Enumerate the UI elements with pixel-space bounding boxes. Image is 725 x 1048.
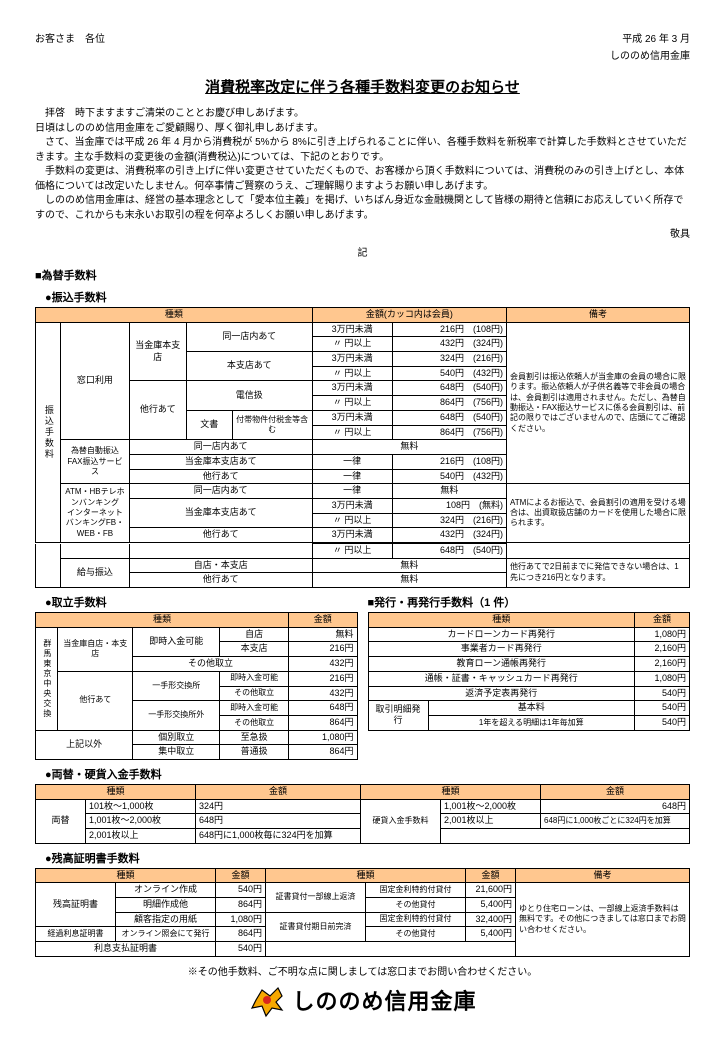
- p4: 手数料の変更は、消費税率の引き上げに伴い変更させていただくもので、お客様から頂く…: [35, 165, 690, 194]
- logo-row: しののめ信用金庫: [35, 982, 690, 1018]
- table-row: 振込手数料 窓口利用 当金庫本支店 同一店内あて 3万円未満 216円 (108…: [36, 322, 690, 337]
- page-title: 消費税率改定に伴う各種手数料変更のお知らせ: [35, 76, 690, 97]
- window-label: 窓口利用: [61, 322, 130, 440]
- logo-icon: [248, 982, 286, 1018]
- p2: 日頃はしののめ信用金庫をご愛顧賜り、厚く御礼申しあげます。: [35, 122, 690, 137]
- ki: 記: [35, 244, 690, 259]
- transfer-fee-table: 種類 金額(カッコ内は会員) 備考 振込手数料 窓口利用 当金庫本支店 同一店内…: [35, 307, 690, 543]
- th-type: 種類: [36, 308, 313, 323]
- table-row: 〃 円以上648円 (540円): [36, 544, 690, 559]
- table-row: 種類 金額(カッコ内は会員) 備考: [36, 308, 690, 323]
- lt3: 3万円未満: [312, 322, 392, 337]
- footer-note: ※その他手数料、ご不明な点に関しましては窓口までお問い合わせください。: [35, 963, 690, 978]
- same-branch: 同一店内あて: [186, 322, 312, 351]
- section3-hdr: ■発行・再発行手数料（1 件）: [368, 594, 691, 610]
- addressee: お客さま 各位: [35, 30, 105, 45]
- logo-text: しののめ信用金庫: [292, 984, 476, 1016]
- toritate-table: 種類金額 群馬東京中央交換当金庫自店・本支店即時入金可能自店無料 本支店216円…: [35, 612, 358, 760]
- section4-sub: ●両替・硬貨入金手数料: [45, 766, 690, 782]
- table-row: ATM・HBテレホンバンキングインターネットバンキングFB・WEB・FB同一店内…: [36, 484, 690, 499]
- p1: 拝啓 時下ますますご清栄のこととお慶び申しあげます。: [35, 107, 690, 122]
- zandaka-table: 種類金額種類金額備考 残高証明書オンライン作成540円証書貸付一部線上返済固定金…: [35, 868, 690, 957]
- section1-hdr: ■為替手数料: [35, 267, 690, 283]
- closing: 敬具: [35, 225, 690, 240]
- bank-label: 当金庫本支店: [129, 322, 186, 381]
- th-note: 備考: [507, 308, 690, 323]
- p3: さて、当金庫では平成 26 年 4 月から消費税が 5%から 8%に引き上げられ…: [35, 136, 690, 165]
- note1: 会員割引は振込依頼人が当金庫の会員の場合に限ります。振込依頼人が子供名義等で非会…: [507, 322, 690, 484]
- body-text: 拝啓 時下ますますご清栄のこととお慶び申しあげます。 日頃はしののめ信用金庫をご…: [35, 107, 690, 223]
- sender: しののめ信用金庫: [35, 47, 690, 62]
- date: 平成 26 年 3 月: [622, 30, 690, 45]
- v: 216円 (108円): [392, 322, 506, 337]
- vlabel: 振込手数料: [36, 322, 61, 542]
- th-amount: 金額(カッコ内は会員): [312, 308, 506, 323]
- section1-sub: ●振込手数料: [45, 289, 690, 305]
- table-row: 給与振込自店・本支店無料他行あてで2日前までに発信できない場合は、1先につき21…: [36, 558, 690, 573]
- header-row: お客さま 各位 平成 26 年 3 月: [35, 30, 690, 45]
- transfer-fee-table-cont: 〃 円以上648円 (540円) 給与振込自店・本支店無料他行あてで2日前までに…: [35, 543, 690, 588]
- p5: しののめ信用金庫は、経営の基本理念として「愛本位主義」を掲げ、いちばん身近な金融…: [35, 194, 690, 223]
- reissue-table: 種類金額 カードローンカード再発行1,080円 事業者カード再発行2,160円 …: [368, 612, 691, 731]
- ryogae-table: 種類金額種類金額 両替101枚～1,000枚324円硬貨入金手数料1,001枚～…: [35, 784, 690, 844]
- section2-sub: ●取立手数料: [45, 594, 358, 610]
- section5-sub: ●残高証明書手数料: [45, 850, 690, 866]
